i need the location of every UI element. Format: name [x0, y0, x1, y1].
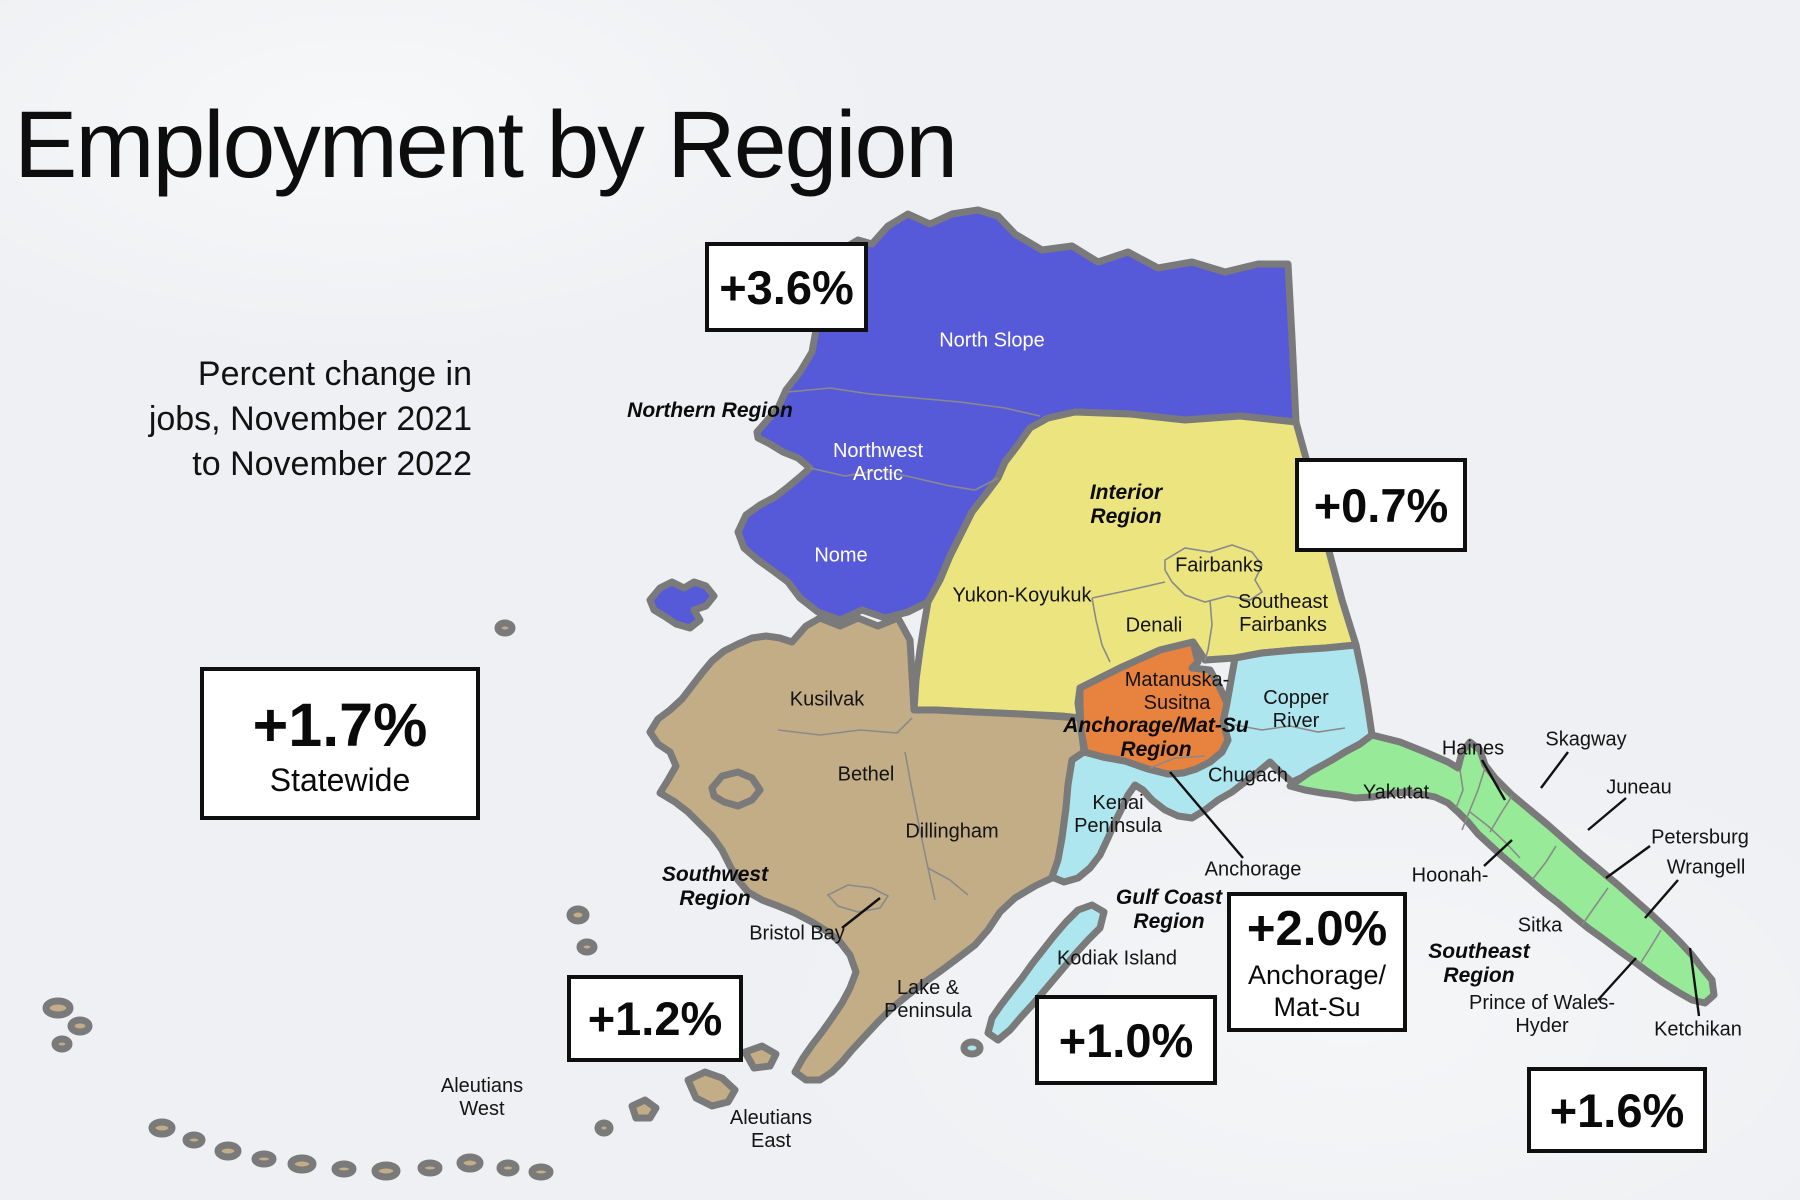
badge-gulf-coast-value: +1.0%: [1058, 1013, 1194, 1067]
badge-statewide-label: Statewide: [269, 761, 411, 798]
leader-haines: [1480, 759, 1507, 801]
border-northslope-nwarctic: [787, 387, 1041, 417]
badge-anchorage-matsu: +2.0% Anchorage/ Mat-Su: [1227, 892, 1407, 1032]
island-st-matthew: [494, 619, 516, 637]
border-nwarctic-nome: [809, 467, 999, 491]
badge-statewide-value: +1.7%: [252, 690, 428, 759]
badge-interior-value: +0.7%: [1313, 478, 1449, 532]
leader-anchorage: [1169, 771, 1244, 859]
border-bethel-dillingham: [904, 751, 936, 901]
island-st-lawrence: [646, 578, 718, 632]
island-pribilof-2: [576, 938, 598, 956]
page-title: Employment by Region: [14, 91, 958, 198]
island-chain-2: [67, 1016, 93, 1036]
badge-southeast: +1.6%: [1527, 1067, 1707, 1153]
island-chain-7: [251, 1150, 277, 1168]
island-chain-1: [42, 997, 74, 1019]
border-haines-juneau: [1461, 767, 1486, 831]
border-denali-top: [1091, 581, 1166, 599]
border-denali-east: [1204, 599, 1213, 661]
subtitle: Percent change in jobs, November 2021 to…: [148, 355, 472, 483]
border-wrangell-ketchikan: [1639, 929, 1662, 965]
island-aleutians-east-1: [684, 1068, 739, 1110]
badge-southwest-value: +1.2%: [587, 992, 723, 1045]
leader-wrangell: [1644, 879, 1679, 919]
island-aleutians-east-2: [741, 1042, 780, 1072]
badge-gulf-coast: +1.0%: [1035, 995, 1217, 1085]
badge-anchorage-matsu-label: Anchorage/ Mat-Su: [1247, 960, 1387, 1022]
border-petersburg-wrangell: [1581, 887, 1609, 926]
border-lake-peninsula: [927, 867, 969, 896]
border-denali-west: [1091, 597, 1111, 663]
badge-statewide: +1.7% Statewide: [200, 667, 480, 820]
leader-juneau: [1587, 797, 1627, 831]
border-anchorage: [1149, 755, 1206, 769]
island-nunivak: [708, 768, 764, 810]
leader-skagway: [1540, 751, 1569, 789]
island-chain-6: [214, 1141, 242, 1161]
border-hoonah-sitka: [1469, 811, 1521, 859]
island-chain-14: [528, 1163, 554, 1181]
island-chain-4: [148, 1118, 176, 1138]
island-chain-11: [417, 1159, 443, 1177]
island-chain-12: [456, 1153, 484, 1173]
island-chain-10: [371, 1161, 401, 1181]
island-aleutian-dot-1: [594, 1119, 614, 1137]
island-chain-9: [331, 1160, 357, 1178]
badge-southwest: +1.2%: [567, 975, 743, 1062]
island-chain-5: [182, 1131, 206, 1149]
badge-northern: +3.6%: [705, 242, 868, 332]
leader-hoonah: [1483, 839, 1513, 867]
region-southeast: [1286, 731, 1718, 1007]
badge-anchorage-matsu-value: +2.0%: [1246, 902, 1388, 956]
region-southwest: [646, 614, 1088, 1084]
island-chain-3: [51, 1035, 73, 1053]
leader-prince-of-wales: [1597, 957, 1637, 1001]
island-kodiak: [984, 901, 1108, 1044]
leader-ketchikan: [1688, 947, 1701, 1017]
border-copper-chugach: [1234, 724, 1346, 733]
island-chain-8: [287, 1154, 317, 1174]
island-aleutians-east-3: [628, 1096, 660, 1122]
badge-interior: +0.7%: [1295, 458, 1467, 552]
region-anchorage-matsu: [1076, 638, 1232, 778]
island-chain-13: [496, 1159, 520, 1177]
border-skagway: [1455, 769, 1464, 809]
border-bristol-bay: [826, 884, 890, 913]
border-sitka-petersburg: [1531, 845, 1557, 881]
badge-southeast-value: +1.6%: [1549, 1083, 1685, 1137]
badge-northern-value: +3.6%: [719, 260, 854, 314]
border-kusilvak-bethel: [777, 717, 913, 736]
leader-petersburg: [1605, 845, 1651, 879]
border-fairbanks: [1164, 544, 1264, 603]
island-pribilof-1: [566, 905, 590, 925]
island-kodiak-islet: [960, 1038, 984, 1058]
border-juneau-south: [1489, 795, 1513, 833]
leader-bristol-bay: [841, 897, 881, 929]
